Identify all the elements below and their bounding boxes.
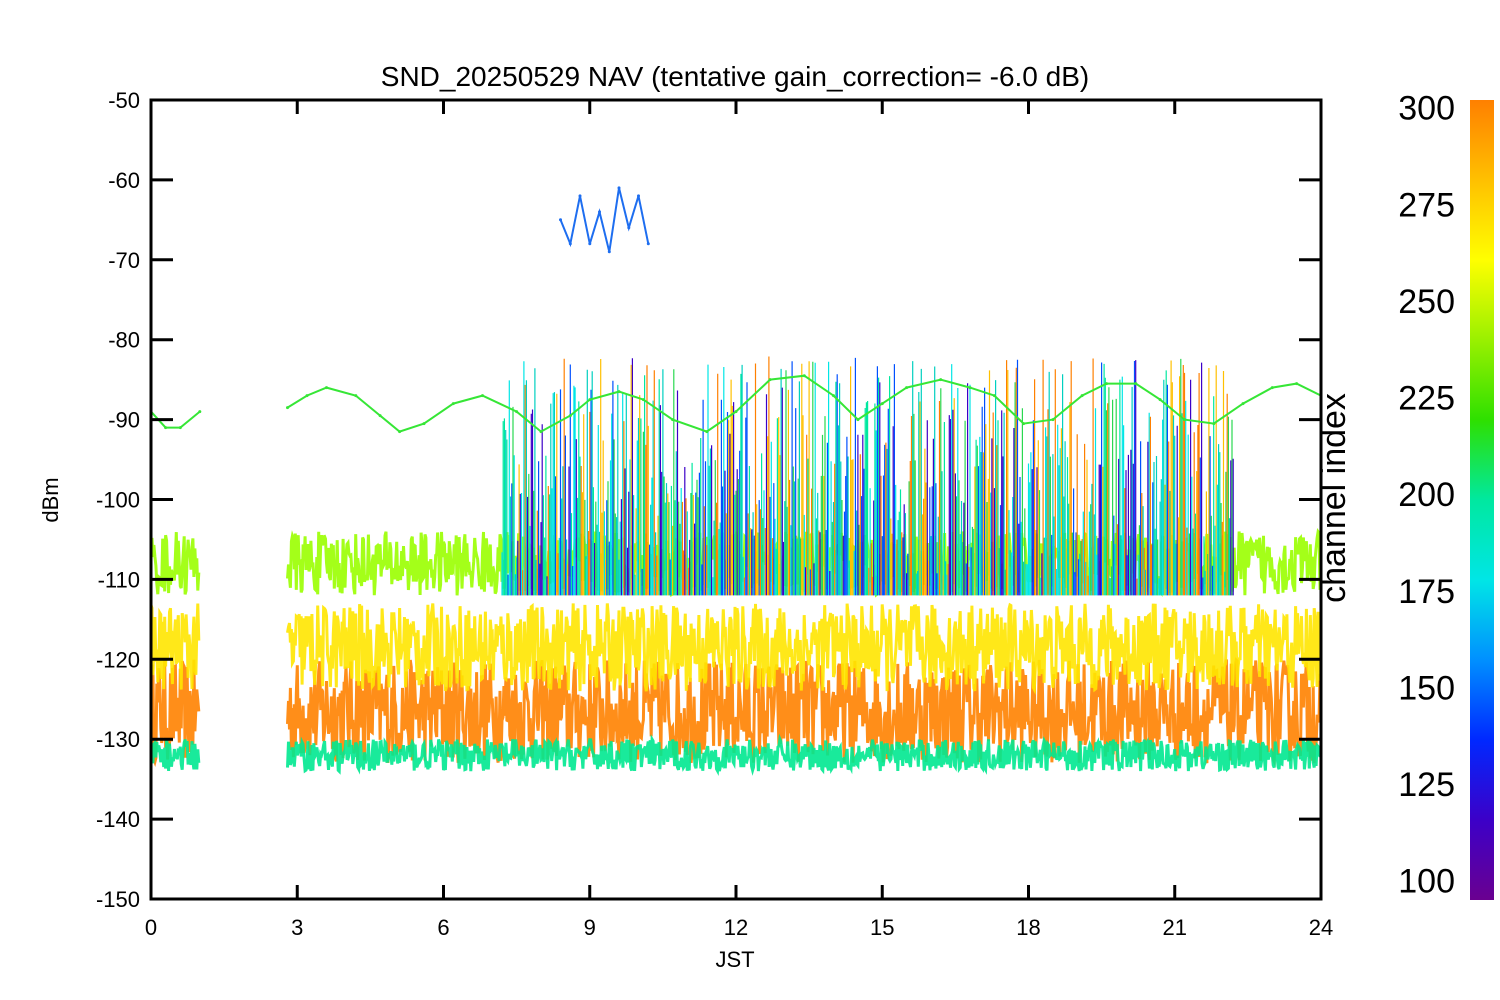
series-point xyxy=(1051,418,1055,422)
noise-band-ch275 xyxy=(286,602,1321,695)
series-point xyxy=(1105,382,1108,386)
y-axis: -50 -60 -70 -80 -90 -100 -110 -120 -130 -140 -150 xyxy=(96,88,1321,912)
series-point xyxy=(1295,382,1299,386)
series-point xyxy=(768,378,772,382)
y-axis-label: dBm xyxy=(38,477,63,522)
colorbar xyxy=(1470,100,1494,900)
series-point xyxy=(1158,398,1162,402)
series-point xyxy=(539,430,543,434)
series-point xyxy=(588,242,592,246)
x-tick-label: 6 xyxy=(437,915,449,940)
series-point xyxy=(641,398,645,402)
series-point xyxy=(588,398,592,402)
series-point xyxy=(398,430,402,434)
x-tick-label: 3 xyxy=(291,915,303,940)
y-tick-label: -150 xyxy=(96,887,140,912)
series-point xyxy=(802,374,806,378)
series-point xyxy=(164,426,168,430)
plot-area xyxy=(151,186,1321,776)
x-tick-label: 18 xyxy=(1016,915,1040,940)
series-point xyxy=(198,410,202,414)
series-point xyxy=(705,430,709,434)
series-point xyxy=(607,250,611,254)
y-tick-label: -110 xyxy=(98,567,140,592)
colorbar-tick-label: 125 xyxy=(1398,766,1455,804)
y-tick-label: -100 xyxy=(96,488,140,513)
noise-band-ch200 xyxy=(286,733,1321,776)
x-tick-label: 15 xyxy=(870,915,894,940)
colorbar-tick-label: 275 xyxy=(1398,186,1455,224)
series-point xyxy=(968,386,972,390)
x-tick-label: 21 xyxy=(1163,915,1187,940)
noise-band-ch300 xyxy=(286,657,1321,768)
series-point xyxy=(1134,382,1138,386)
series-point xyxy=(905,386,909,390)
series-point xyxy=(286,406,289,410)
colorbar-tick-label: 175 xyxy=(1398,573,1455,611)
series-point xyxy=(1183,418,1186,422)
series-point xyxy=(378,414,382,418)
noise-band-ch200 xyxy=(151,738,201,771)
activity-spikes xyxy=(501,356,1234,596)
series-point xyxy=(1241,402,1245,406)
x-tick-label: 9 xyxy=(584,915,596,940)
series-point xyxy=(617,390,621,394)
colorbar-tick-label: 200 xyxy=(1398,476,1455,514)
colorbar-tick-label: 225 xyxy=(1398,380,1455,418)
series-point xyxy=(627,226,631,230)
y-tick-label: -60 xyxy=(108,168,140,193)
chart-title: SND_20250529 NAV (tentative gain_correct… xyxy=(381,61,1089,92)
series-point xyxy=(646,242,650,246)
series-point xyxy=(734,410,738,414)
series-point xyxy=(992,394,996,398)
series-point xyxy=(1270,386,1274,390)
y-tick-label: -140 xyxy=(96,807,140,832)
series-point xyxy=(515,410,519,414)
series-point xyxy=(422,422,426,426)
series-point xyxy=(939,378,943,382)
y-tick-label: -120 xyxy=(96,647,140,672)
x-axis-label: JST xyxy=(715,947,754,972)
series-point xyxy=(880,402,884,406)
series-point xyxy=(568,414,572,418)
colorbar-label: channel index xyxy=(1315,393,1353,603)
series-point xyxy=(637,194,640,198)
x-tick-label: 0 xyxy=(145,915,157,940)
colorbar-tick-label: 150 xyxy=(1398,669,1455,707)
colorbar-axis: 300 275 250 225 200 175 150 125 100 xyxy=(1398,90,1455,901)
series-point xyxy=(451,402,455,406)
series-point xyxy=(617,186,621,190)
series-point xyxy=(578,194,582,198)
series-point xyxy=(598,210,601,214)
series-point xyxy=(832,394,835,398)
series-point xyxy=(354,394,358,398)
series-point xyxy=(671,418,675,422)
series-point xyxy=(305,394,309,398)
series-point xyxy=(559,218,562,222)
noise-band-ch275 xyxy=(151,603,201,690)
x-tick-label: 24 xyxy=(1309,915,1333,940)
series-point xyxy=(178,426,182,430)
series-point xyxy=(1080,394,1084,398)
series-point xyxy=(1212,422,1216,426)
x-axis: 0 3 6 9 12 15 18 21 24 xyxy=(145,100,1333,940)
y-tick-label: -70 xyxy=(108,248,140,273)
series-point xyxy=(1022,422,1026,426)
colorbar-tick-label: 250 xyxy=(1398,283,1455,321)
colorbar-tick-label: 300 xyxy=(1398,90,1455,128)
y-tick-label: -90 xyxy=(108,408,140,433)
y-tick-label: -50 xyxy=(108,88,140,113)
y-tick-label: -130 xyxy=(96,727,140,752)
y-tick-label: -80 xyxy=(108,328,140,353)
series-point xyxy=(568,242,572,246)
noise-band-ch250 xyxy=(151,532,201,595)
series-line-ch150 xyxy=(559,187,650,253)
series-point xyxy=(856,418,860,422)
series-point xyxy=(481,394,484,398)
colorbar-tick-label: 100 xyxy=(1398,863,1455,901)
x-tick-label: 12 xyxy=(724,915,748,940)
series-point xyxy=(325,386,328,390)
